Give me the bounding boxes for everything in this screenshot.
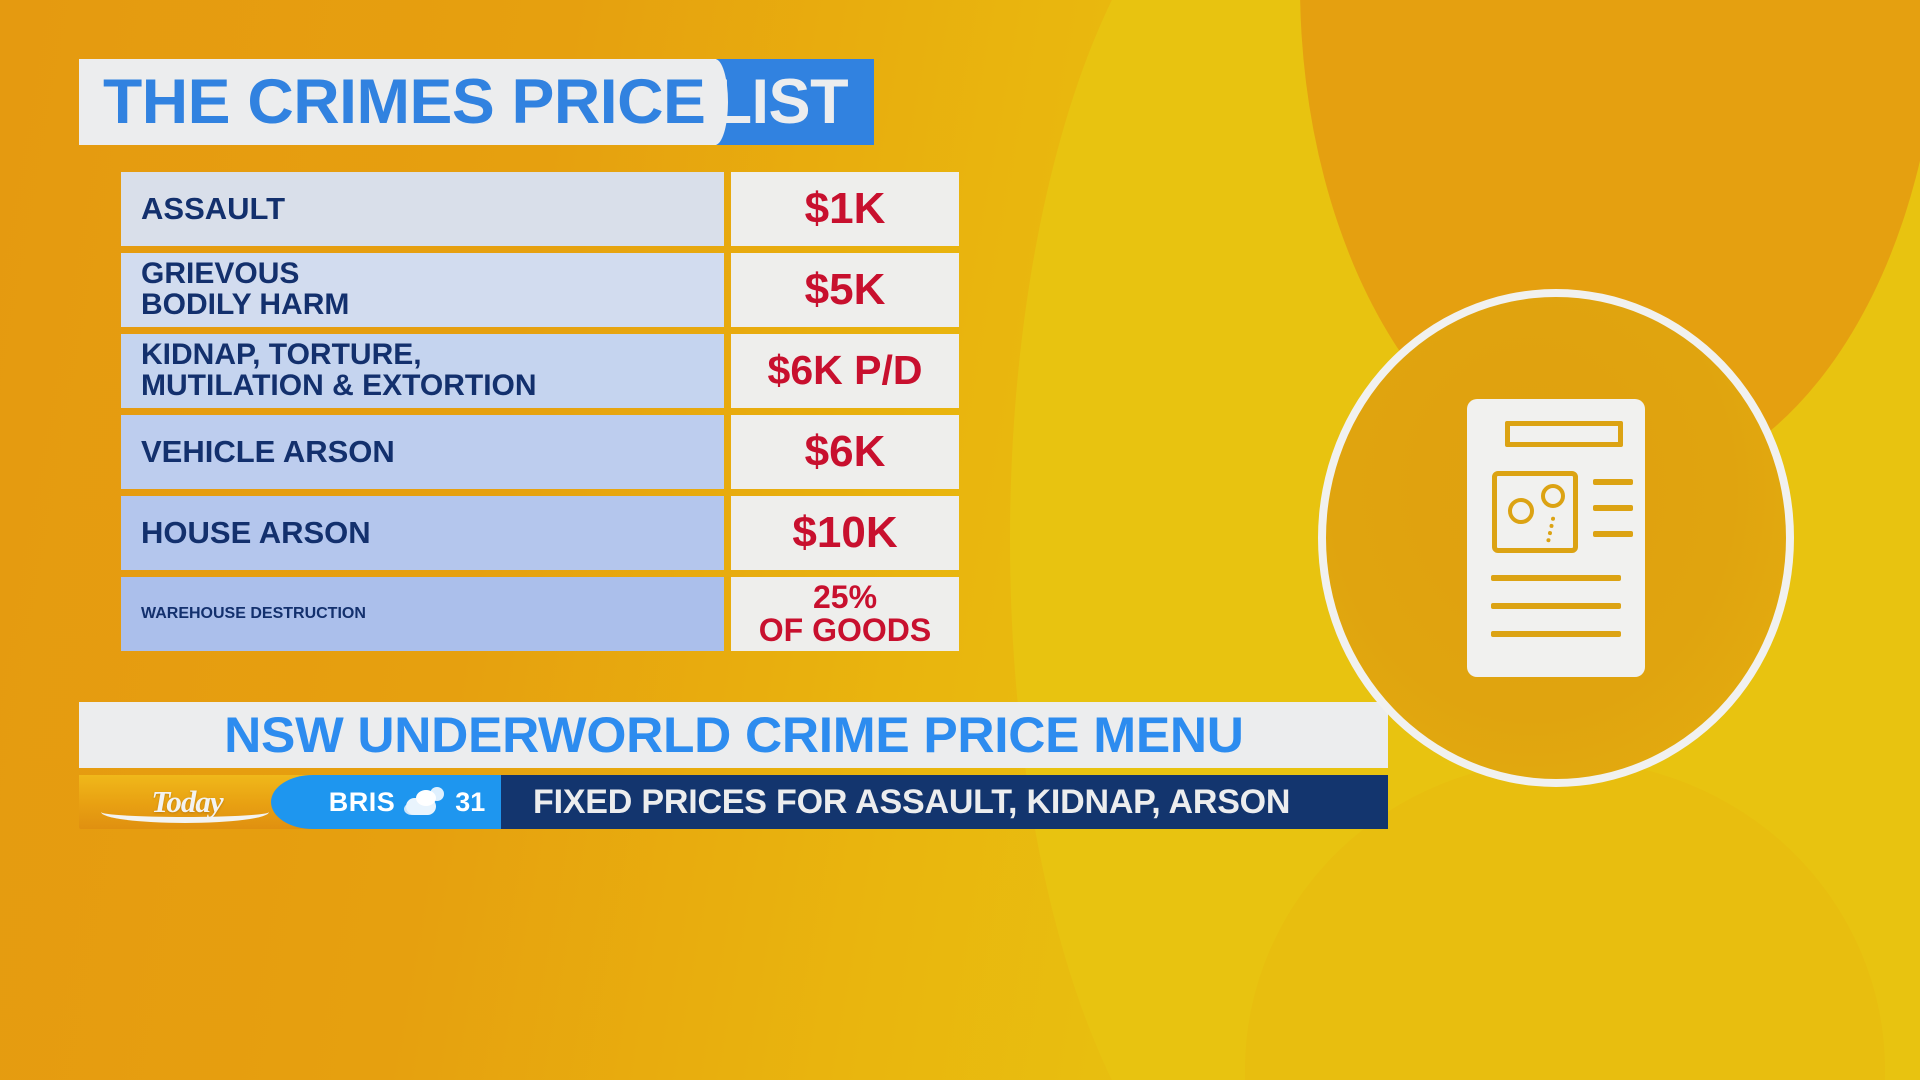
partly-cloudy-icon xyxy=(404,787,446,817)
page-title: THE CRIMES PRICE xyxy=(103,66,706,137)
crime-price-cell: 25% OF GOODS xyxy=(731,577,959,651)
document-line xyxy=(1491,603,1621,609)
table-row: GRIEVOUS BODILY HARM $5K xyxy=(121,253,959,327)
crime-label-cell: GRIEVOUS BODILY HARM xyxy=(121,253,724,327)
crime-label-cell: HOUSE ARSON xyxy=(121,496,724,570)
crime-price-line: OF GOODS xyxy=(758,612,932,648)
crime-price-line: $6K xyxy=(804,426,886,476)
page-title-accent: LIST xyxy=(713,66,849,137)
crime-price-line: $10K xyxy=(792,507,898,557)
document-line xyxy=(1491,631,1621,637)
table-row: VEHICLE ARSON $6K xyxy=(121,415,959,489)
crime-label-line: MUTILATION & EXTORTION xyxy=(141,369,537,402)
table-row: HOUSE ARSON $10K xyxy=(121,496,959,570)
document-shape xyxy=(1467,399,1645,677)
table-row: ASSAULT $1K xyxy=(121,172,959,246)
crime-label-cell: KIDNAP, TORTURE, MUTILATION & EXTORTION xyxy=(121,334,724,408)
crime-label-line: GRIEVOUS xyxy=(141,257,300,291)
title-banner: THE CRIMES PRICE LIST xyxy=(79,59,875,145)
title-main-block: THE CRIMES PRICE xyxy=(79,59,716,145)
crime-label-line: BODILY HARM xyxy=(141,288,350,321)
crime-price-cell: $6K xyxy=(731,415,959,489)
crime-label-line: HOUSE ARSON xyxy=(141,515,371,551)
weather-widget: BRIS 31 xyxy=(313,775,501,829)
today-logo-curve xyxy=(271,775,313,829)
table-row: KIDNAP, TORTURE, MUTILATION & EXTORTION $6… xyxy=(121,334,959,408)
document-line xyxy=(1593,531,1633,537)
document-line xyxy=(1593,505,1633,511)
weather-city-label: BRIS xyxy=(328,786,396,817)
ticker-news-text: FIXED PRICES FOR ASSAULT, KIDNAP, ARSON xyxy=(533,782,1291,821)
crime-label-line: VEHICLE ARSON xyxy=(141,434,395,470)
criminal-record-document-icon xyxy=(1318,289,1794,787)
crime-price-line: $5K xyxy=(804,264,886,314)
document-line xyxy=(1491,575,1621,581)
ticker-news-strap: FIXED PRICES FOR ASSAULT, KIDNAP, ARSON xyxy=(501,775,1388,829)
document-title-box xyxy=(1505,421,1623,447)
headline-banner: NSW UNDERWORLD CRIME PRICE MENU xyxy=(79,702,1388,768)
table-row: WAREHOUSE DESTRUCTION 25% OF GOODS xyxy=(121,577,959,651)
crime-label-line: ASSAULT xyxy=(141,191,286,227)
crime-price-line: 25% xyxy=(812,579,878,616)
today-logo: Today xyxy=(79,775,313,829)
headline-text: NSW UNDERWORLD CRIME PRICE MENU xyxy=(223,707,1244,763)
crime-label-cell: WAREHOUSE DESTRUCTION xyxy=(121,577,724,651)
crime-price-table: ASSAULT $1K GRIEVOUS BODILY HARM $5K KIDNAP, … xyxy=(121,172,959,658)
news-ticker: Today BRIS 31 FIXED PRICES FOR ASSAULT, … xyxy=(79,775,1388,829)
crime-label-cell: VEHICLE ARSON xyxy=(121,415,724,489)
document-line xyxy=(1593,479,1633,485)
crime-label-line: WAREHOUSE DESTRUCTION xyxy=(141,604,366,622)
handcuffs-icon xyxy=(1492,471,1578,553)
crime-label-cell: ASSAULT xyxy=(121,172,724,246)
crime-price-line: $1K xyxy=(804,183,886,233)
crime-price-cell: $6K P/D xyxy=(731,334,959,408)
today-logo-swoosh xyxy=(101,801,269,823)
crime-price-cell: $1K xyxy=(731,172,959,246)
weather-temperature: 31 xyxy=(455,786,486,817)
title-accent-block: LIST xyxy=(701,59,875,145)
crime-price-cell: $10K xyxy=(731,496,959,570)
crime-price-line: $6K P/D xyxy=(767,347,923,394)
crime-label-line: KIDNAP, TORTURE, xyxy=(141,338,422,372)
crime-price-cell: $5K xyxy=(731,253,959,327)
